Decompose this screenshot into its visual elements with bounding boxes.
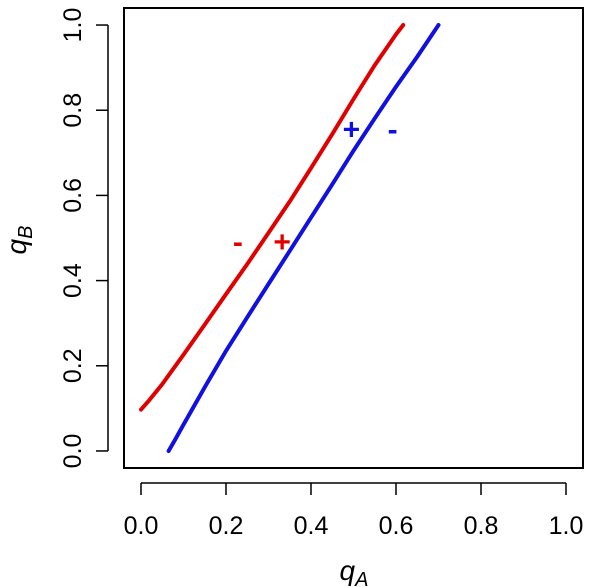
x-tick-label-3: 0.6 (379, 512, 414, 540)
plot-frame (123, 7, 584, 469)
x-axis-title-subscript: A (354, 569, 368, 587)
x-tick-label-0: 0.0 (124, 512, 159, 540)
y-tick-label-2: 0.4 (59, 263, 87, 298)
series-layer (139, 23, 441, 453)
x-tick-label-2: 0.4 (294, 512, 329, 540)
sign-annotation-1: - (233, 226, 243, 259)
y-axis-title-group: qB (1, 226, 37, 255)
sign-annotation-2: + (273, 226, 291, 259)
y-axis-title: qB (1, 226, 37, 255)
x-tick-label-4: 0.8 (464, 512, 499, 540)
annotation-layer: - ++ - (233, 114, 398, 259)
x-axis-title: qA (340, 555, 369, 587)
y-axis-title-main: q (1, 238, 32, 254)
y-tick-label-0: 0.0 (59, 434, 87, 469)
sign-annotation-4: - (388, 114, 398, 147)
x-tick-label-5: 1.0 (549, 512, 584, 540)
x-axis: 0.0 0.2 0.4 0.6 0.8 1.0 (124, 482, 584, 540)
x-tick-label-1: 0.2 (209, 512, 244, 540)
sign-annotation-3: + (343, 114, 361, 147)
series-line-1 (139, 23, 406, 412)
x-axis-title-main: q (340, 555, 356, 586)
y-axis: 0.0 0.2 0.4 0.6 0.8 1.0 (59, 8, 109, 469)
y-tick-label-1: 0.2 (59, 348, 87, 383)
y-tick-label-5: 1.0 (59, 8, 87, 43)
y-axis-title-subscript: B (15, 226, 37, 239)
series-line-2 (166, 23, 441, 453)
y-tick-label-3: 0.6 (59, 178, 87, 213)
y-tick-label-4: 0.8 (59, 93, 87, 128)
